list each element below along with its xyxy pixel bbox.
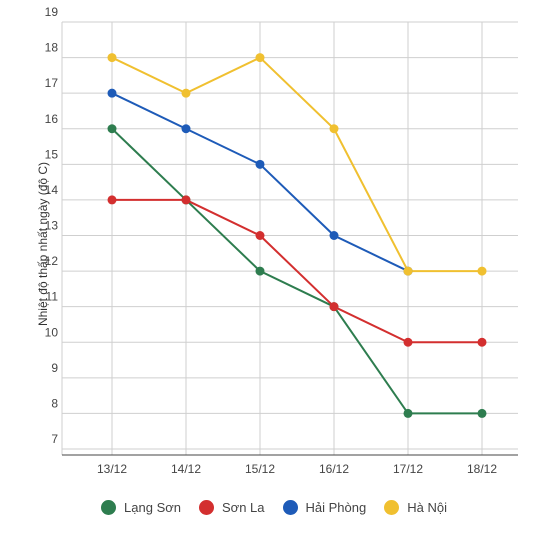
data-point xyxy=(477,266,487,276)
y-tick-label: 16 xyxy=(45,112,59,126)
x-tick-label: 18/12 xyxy=(467,462,497,476)
data-point xyxy=(181,88,191,98)
y-tick-label: 8 xyxy=(51,396,58,410)
y-axis-label: Nhiệt độ thấp nhất ngày (độ C) xyxy=(36,162,50,326)
legend-swatch xyxy=(282,500,298,515)
data-point xyxy=(107,88,117,98)
data-point xyxy=(329,231,339,240)
y-tick-label: 15 xyxy=(45,147,59,161)
legend-swatch xyxy=(101,500,117,515)
y-tick-label: 13 xyxy=(45,219,59,233)
data-point xyxy=(403,408,413,418)
y-tick-label: 18 xyxy=(45,41,59,55)
data-point xyxy=(255,231,265,240)
x-tick-label: 13/12 xyxy=(97,462,127,476)
y-tick-label: 9 xyxy=(51,361,58,375)
legend-label: Sơn La xyxy=(222,500,265,515)
legend-item: Sơn La xyxy=(199,500,265,515)
series-points xyxy=(107,53,487,418)
x-tick-label: 17/12 xyxy=(393,462,423,476)
y-tick-label: 10 xyxy=(45,325,59,339)
x-axis-ticks: 13/12 14/12 15/12 16/12 17/12 18/12 xyxy=(97,462,497,476)
data-point xyxy=(477,408,487,418)
legend-swatch xyxy=(199,500,214,515)
x-tick-label: 16/12 xyxy=(319,462,349,476)
x-tick-label: 14/12 xyxy=(171,462,201,476)
data-point xyxy=(181,124,191,134)
data-point xyxy=(329,302,339,312)
data-point xyxy=(107,124,117,134)
legend-item: Hà Nội xyxy=(384,500,447,515)
legend-label: Hải Phòng xyxy=(305,500,367,515)
data-point xyxy=(107,195,117,205)
data-point xyxy=(329,124,339,134)
data-point xyxy=(181,195,191,205)
y-tick-label: 11 xyxy=(46,290,59,304)
y-tick-label: 17 xyxy=(45,76,59,90)
y-tick-label: 19 xyxy=(45,5,59,19)
data-point xyxy=(255,53,265,63)
series-line xyxy=(111,56,482,273)
series-line xyxy=(111,128,482,415)
legend-swatch xyxy=(384,500,400,515)
series-line xyxy=(112,198,482,344)
data-point xyxy=(477,337,487,347)
y-tick-label: 12 xyxy=(45,254,59,268)
data-point xyxy=(403,266,413,276)
data-point xyxy=(107,53,117,63)
y-tick-label: 14 xyxy=(45,183,59,197)
legend: Lạng Sơn Sơn La Hải Phòng Hà Nội xyxy=(0,500,548,515)
data-point xyxy=(403,337,413,347)
legend-label: Hà Nội xyxy=(407,500,447,515)
legend-item: Hải Phòng xyxy=(282,500,367,515)
y-axis-ticks: 7 8 9 10 11 12 13 14 15 16 17 18 19 xyxy=(45,5,59,446)
legend-label: Lạng Sơn xyxy=(124,500,181,515)
data-point xyxy=(255,266,265,276)
x-tick-label: 15/12 xyxy=(245,462,275,476)
data-point xyxy=(255,159,265,169)
legend-item: Lạng Sơn xyxy=(101,500,181,515)
y-tick-label: 7 xyxy=(51,432,58,446)
